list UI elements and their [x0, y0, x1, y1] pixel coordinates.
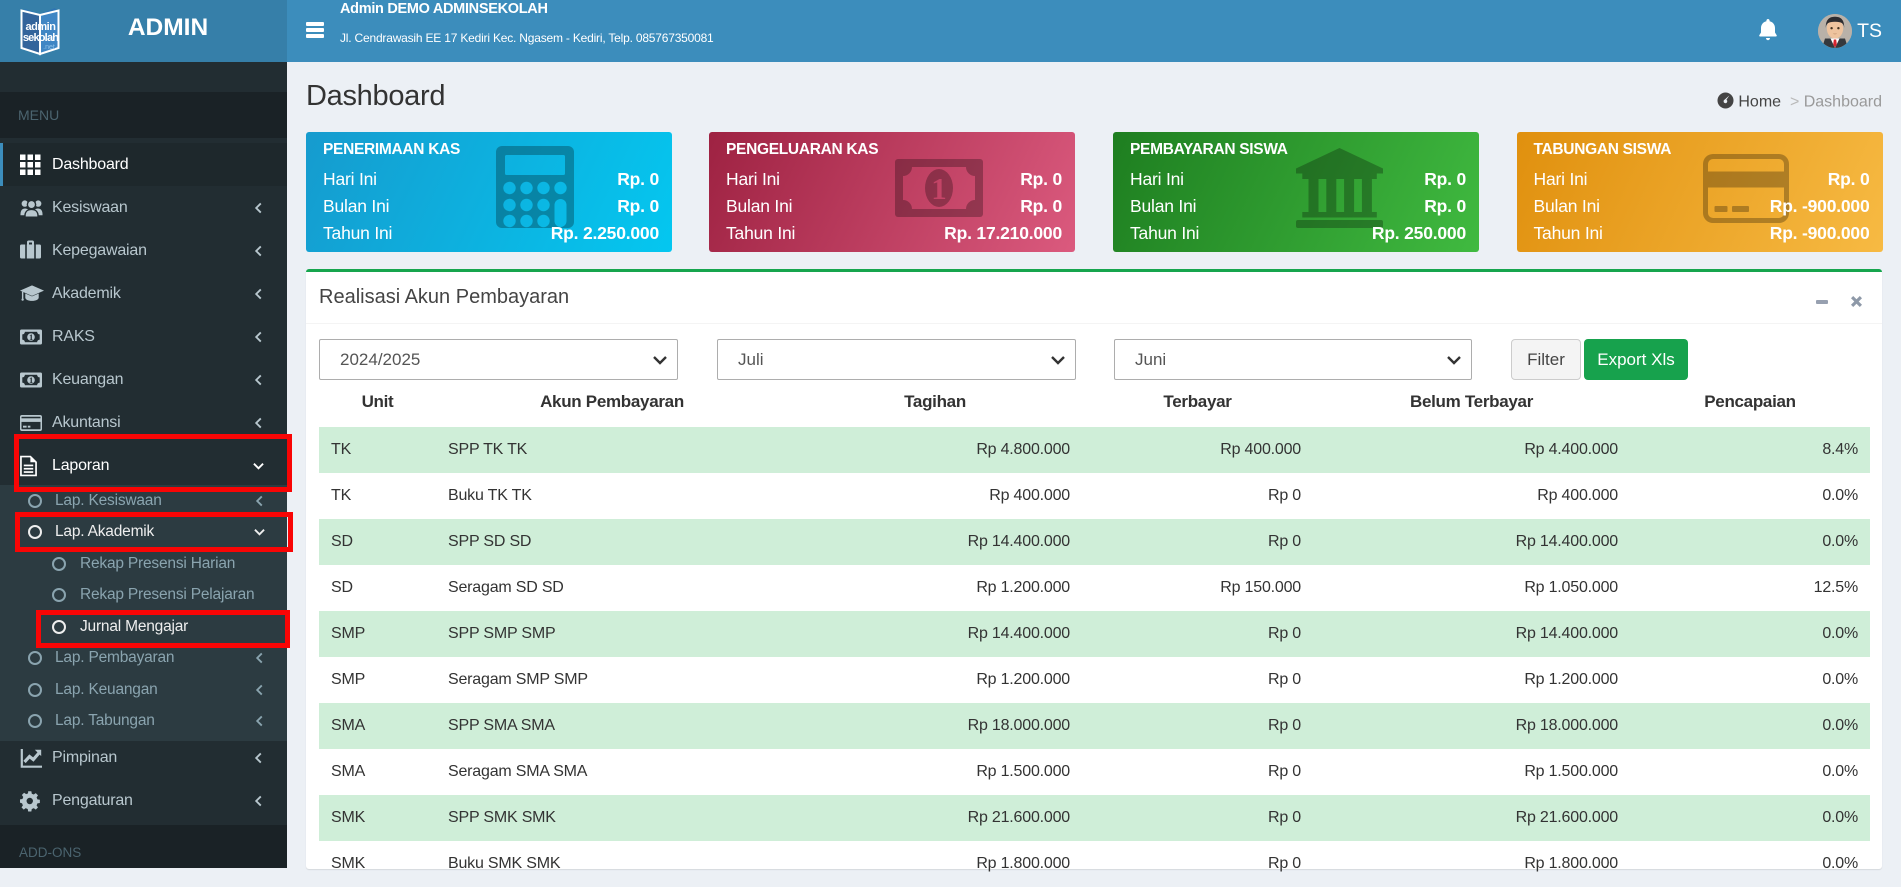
svg-text:admin: admin: [26, 21, 57, 33]
svg-text:.net: .net: [43, 44, 55, 51]
svg-text:sekolah: sekolah: [23, 32, 59, 44]
